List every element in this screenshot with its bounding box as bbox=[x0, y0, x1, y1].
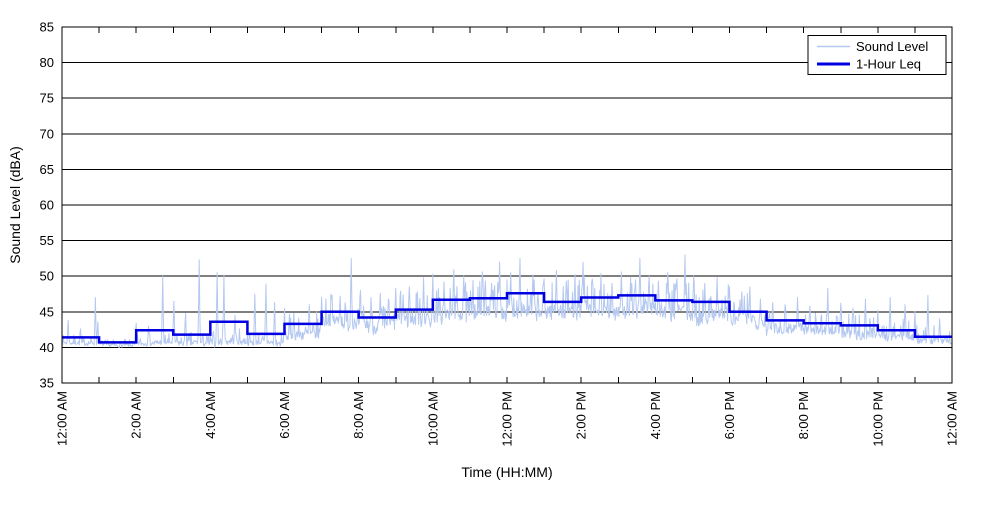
x-tick-label: 10:00 AM bbox=[425, 391, 440, 446]
series-1-hour-leq bbox=[62, 292, 952, 344]
legend-box bbox=[807, 35, 947, 75]
x-tick-label: 12:00 PM bbox=[500, 391, 515, 447]
y-axis-label: Sound Level (dBA) bbox=[7, 146, 23, 264]
x-tick-label: 4:00 PM bbox=[648, 391, 663, 439]
y-tick-label: 45 bbox=[40, 304, 54, 319]
x-tick-label: 12:00 AM bbox=[945, 391, 960, 446]
x-tick-label: 8:00 AM bbox=[351, 391, 366, 439]
axis-ticks bbox=[61, 26, 953, 384]
x-tick-label: 4:00 AM bbox=[203, 391, 218, 439]
y-tick-label: 70 bbox=[40, 126, 54, 141]
x-tick-label: 2:00 AM bbox=[129, 391, 144, 439]
x-tick-label: 6:00 AM bbox=[277, 391, 292, 439]
y-tick-label: 65 bbox=[40, 162, 54, 177]
x-tick-label: 12:00 AM bbox=[55, 391, 70, 446]
y-tick-label: 50 bbox=[40, 269, 54, 284]
legend-label-1-hour-leq: 1-Hour Leq bbox=[856, 57, 921, 72]
x-tick-label: 6:00 PM bbox=[722, 391, 737, 439]
y-tick-label: 80 bbox=[40, 55, 54, 70]
one-hour-leq-line bbox=[62, 292, 952, 344]
x-axis-label: Time (HH:MM) bbox=[461, 464, 552, 480]
x-tick-label: 8:00 PM bbox=[796, 391, 811, 439]
x-tick-label: 2:00 PM bbox=[574, 391, 589, 439]
y-tick-label: 55 bbox=[40, 233, 54, 248]
y-tick-label: 40 bbox=[40, 340, 54, 355]
x-tick-label: 10:00 PM bbox=[870, 391, 885, 447]
y-tick-label: 75 bbox=[40, 91, 54, 106]
legend: Sound Level 1-Hour Leq bbox=[807, 35, 947, 75]
y-tick-labels: 35 40 45 50 55 60 65 70 75 80 85 bbox=[40, 20, 54, 391]
y-tick-label: 85 bbox=[40, 20, 54, 35]
legend-label-sound-level: Sound Level bbox=[856, 39, 928, 54]
y-tick-label: 60 bbox=[40, 198, 54, 213]
gridlines bbox=[62, 62, 952, 348]
y-tick-label: 35 bbox=[40, 376, 54, 391]
x-tick-labels: 12:00 AM 2:00 AM 4:00 AM 6:00 AM 8:00 AM 10:0… bbox=[55, 391, 960, 447]
